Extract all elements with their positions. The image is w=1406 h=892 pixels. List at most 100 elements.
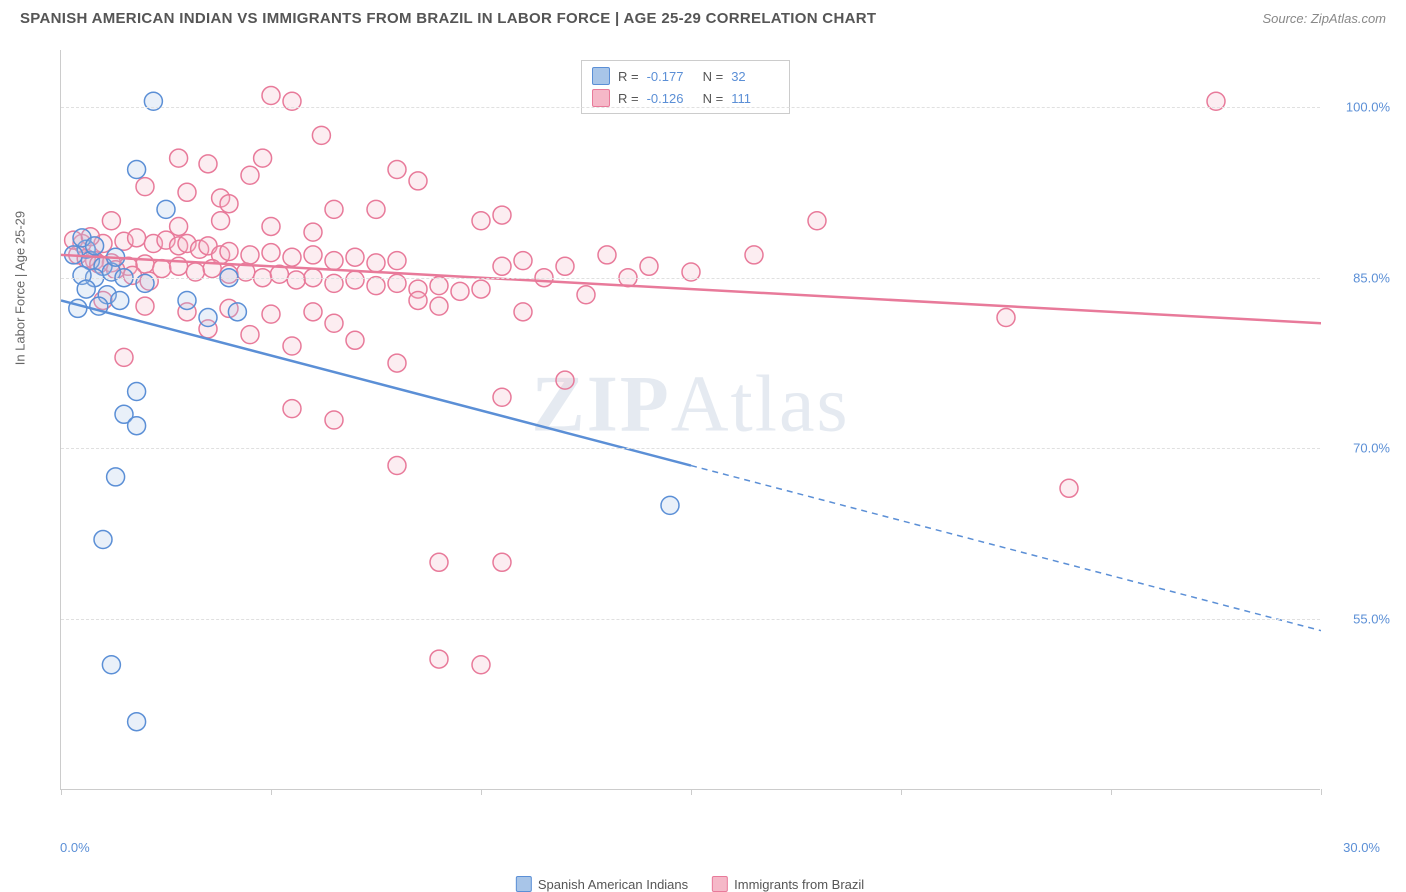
x-tick: [61, 789, 62, 795]
scatter-point: [111, 291, 129, 309]
scatter-point: [178, 183, 196, 201]
scatter-point: [128, 229, 146, 247]
x-tick: [1111, 789, 1112, 795]
scatter-point: [430, 650, 448, 668]
chart-container: In Labor Force | Age 25-29 ZIPAtlas R = …: [50, 40, 1390, 830]
scatter-point: [241, 246, 259, 264]
trend-line: [61, 300, 691, 465]
scatter-point: [430, 277, 448, 295]
scatter-point: [136, 178, 154, 196]
gridline-h: [61, 107, 1320, 108]
scatter-point: [325, 200, 343, 218]
scatter-point: [388, 457, 406, 475]
scatter-point: [199, 155, 217, 173]
scatter-point: [102, 656, 120, 674]
scatter-point: [346, 271, 364, 289]
source-label: Source: ZipAtlas.com: [1262, 11, 1386, 26]
legend-swatch-pink: [712, 876, 728, 892]
stats-swatch-pink: [592, 89, 610, 107]
trend-line-dashed: [691, 466, 1321, 631]
gridline-h: [61, 448, 1320, 449]
scatter-point: [262, 305, 280, 323]
legend-label-pink: Immigrants from Brazil: [734, 877, 864, 892]
scatter-point: [514, 303, 532, 321]
x-max-label: 30.0%: [1343, 840, 1380, 855]
scatter-point: [136, 297, 154, 315]
scatter-point: [262, 217, 280, 235]
y-tick-label: 55.0%: [1353, 612, 1390, 627]
correlation-stats-box: R = -0.177 N = 32 R = -0.126 N = 111: [581, 60, 790, 114]
scatter-point: [178, 291, 196, 309]
scatter-point: [577, 286, 595, 304]
scatter-point: [661, 496, 679, 514]
scatter-point: [598, 246, 616, 264]
x-axis-labels: 0.0% 30.0% Spanish American Indians Immi…: [60, 840, 1320, 860]
scatter-point: [128, 417, 146, 435]
y-axis-label: In Labor Force | Age 25-29: [13, 211, 28, 365]
bottom-legend: Spanish American Indians Immigrants from…: [516, 876, 864, 892]
scatter-point: [514, 252, 532, 270]
scatter-point: [346, 248, 364, 266]
r-label: R =: [618, 69, 639, 84]
scatter-point: [170, 217, 188, 235]
scatter-point: [493, 206, 511, 224]
scatter-point: [430, 297, 448, 315]
scatter-point: [997, 309, 1015, 327]
stats-row-pink: R = -0.126 N = 111: [592, 87, 779, 109]
scatter-point: [283, 400, 301, 418]
scatter-point: [388, 161, 406, 179]
n-value-pink: 111: [731, 91, 779, 106]
scatter-point: [254, 149, 272, 167]
scatter-point: [312, 126, 330, 144]
scatter-point: [640, 257, 658, 275]
r-value-pink: -0.126: [647, 91, 695, 106]
n-value-blue: 32: [731, 69, 779, 84]
scatter-point: [128, 713, 146, 731]
scatter-point: [86, 237, 104, 255]
scatter-point: [262, 87, 280, 105]
scatter-point: [1060, 479, 1078, 497]
scatter-point: [287, 271, 305, 289]
gridline-h: [61, 278, 1320, 279]
scatter-point: [493, 388, 511, 406]
scatter-point: [430, 553, 448, 571]
scatter-point: [94, 531, 112, 549]
legend-item-blue: Spanish American Indians: [516, 876, 688, 892]
scatter-point: [808, 212, 826, 230]
scatter-point: [128, 161, 146, 179]
scatter-point: [346, 331, 364, 349]
scatter-point: [241, 166, 259, 184]
stats-row-blue: R = -0.177 N = 32: [592, 65, 779, 87]
scatter-point: [472, 212, 490, 230]
scatter-point: [556, 371, 574, 389]
scatter-point: [325, 314, 343, 332]
scatter-point: [367, 200, 385, 218]
scatter-svg: [61, 50, 1321, 790]
legend-label-blue: Spanish American Indians: [538, 877, 688, 892]
y-tick-label: 100.0%: [1346, 99, 1390, 114]
chart-title: SPANISH AMERICAN INDIAN VS IMMIGRANTS FR…: [20, 10, 876, 27]
legend-swatch-blue: [516, 876, 532, 892]
x-min-label: 0.0%: [60, 840, 90, 855]
plot-area: ZIPAtlas R = -0.177 N = 32 R = -0.126 N …: [60, 50, 1320, 790]
scatter-point: [472, 656, 490, 674]
scatter-point: [556, 257, 574, 275]
scatter-point: [493, 257, 511, 275]
n-label: N =: [703, 91, 724, 106]
scatter-point: [388, 354, 406, 372]
x-tick: [481, 789, 482, 795]
scatter-point: [367, 254, 385, 272]
scatter-point: [102, 212, 120, 230]
scatter-point: [199, 309, 217, 327]
scatter-point: [77, 280, 95, 298]
scatter-point: [212, 212, 230, 230]
stats-swatch-blue: [592, 67, 610, 85]
scatter-point: [493, 553, 511, 571]
x-tick: [271, 789, 272, 795]
y-tick-label: 70.0%: [1353, 441, 1390, 456]
r-label: R =: [618, 91, 639, 106]
scatter-point: [325, 411, 343, 429]
scatter-point: [170, 149, 188, 167]
gridline-h: [61, 619, 1320, 620]
scatter-point: [472, 280, 490, 298]
